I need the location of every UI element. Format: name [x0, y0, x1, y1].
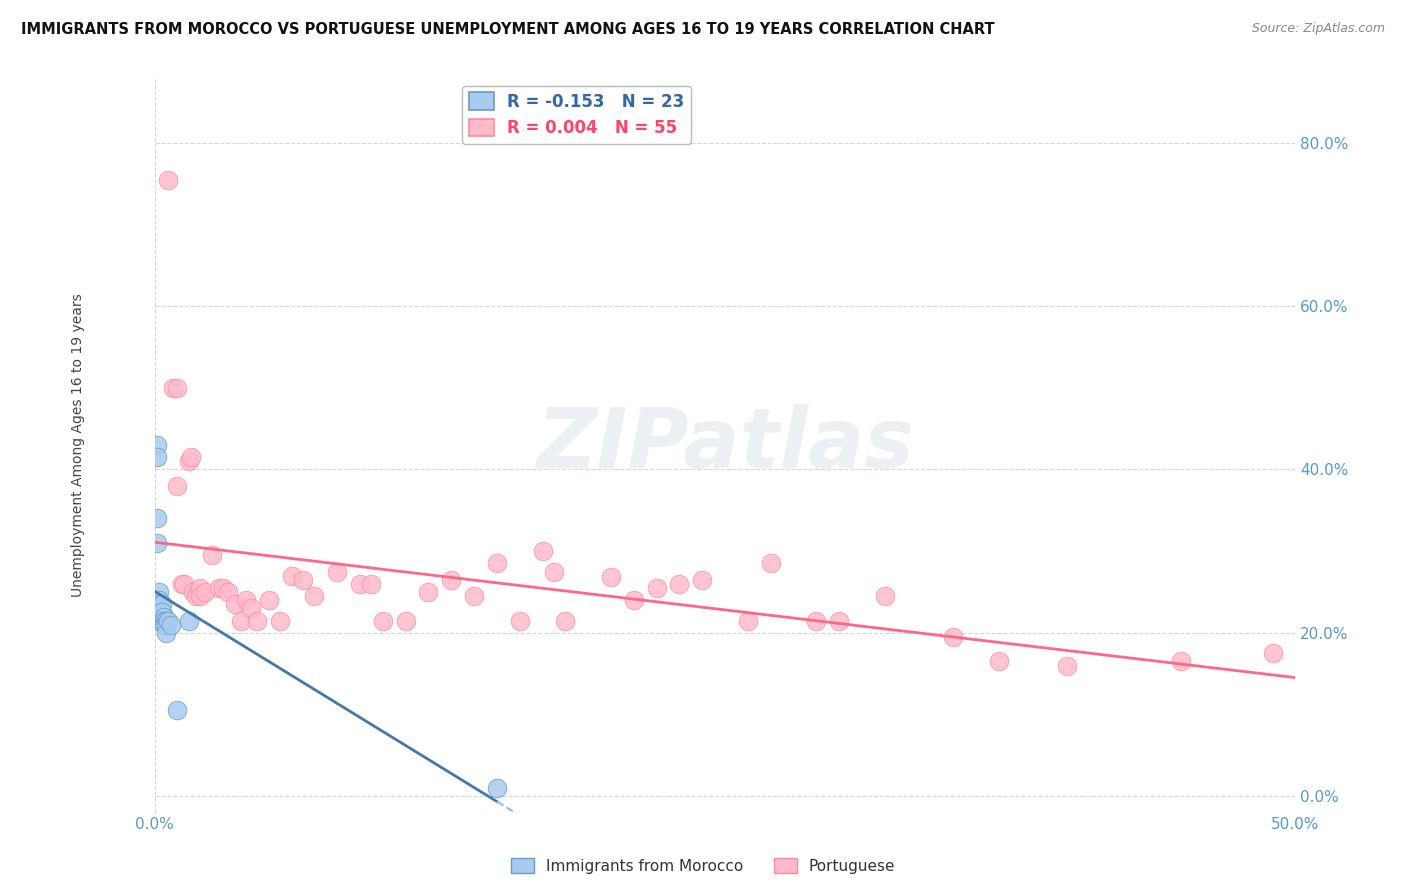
- Point: [157, 172, 180, 186]
- Point: [155, 614, 177, 628]
- Point: [148, 606, 170, 620]
- Text: ZIPatlas: ZIPatlas: [536, 404, 914, 485]
- Point: [463, 589, 485, 603]
- Point: [207, 581, 229, 595]
- Point: [371, 614, 394, 628]
- Legend: R = -0.153   N = 23, R = 0.004   N = 55: R = -0.153 N = 23, R = 0.004 N = 55: [463, 86, 692, 144]
- Point: [170, 577, 193, 591]
- Point: [395, 614, 418, 628]
- Point: [440, 573, 463, 587]
- Point: [217, 585, 239, 599]
- Point: [280, 568, 302, 582]
- Point: [645, 581, 668, 595]
- Point: [155, 625, 177, 640]
- Point: [173, 577, 195, 591]
- Point: [224, 597, 246, 611]
- Point: [942, 630, 965, 644]
- Point: [418, 585, 440, 599]
- Point: [485, 557, 508, 571]
- Legend: Immigrants from Morocco, Portuguese: Immigrants from Morocco, Portuguese: [505, 852, 901, 880]
- Point: [148, 614, 170, 628]
- Point: [257, 593, 280, 607]
- Point: [183, 585, 205, 599]
- Point: [146, 511, 169, 525]
- Point: [485, 780, 508, 795]
- Point: [155, 617, 177, 632]
- Point: [146, 536, 169, 550]
- Point: [148, 593, 170, 607]
- Point: [349, 577, 371, 591]
- Point: [153, 614, 176, 628]
- Point: [543, 565, 565, 579]
- Point: [737, 614, 759, 628]
- Text: IMMIGRANTS FROM MOROCCO VS PORTUGUESE UNEMPLOYMENT AMONG AGES 16 TO 19 YEARS COR: IMMIGRANTS FROM MOROCCO VS PORTUGUESE UN…: [21, 22, 994, 37]
- Point: [291, 573, 314, 587]
- Point: [150, 614, 173, 628]
- Point: [623, 593, 645, 607]
- Point: [828, 614, 851, 628]
- Point: [759, 557, 782, 571]
- Point: [304, 589, 326, 603]
- Point: [148, 585, 170, 599]
- Point: [326, 565, 349, 579]
- Point: [235, 593, 257, 607]
- Y-axis label: Unemployment Among Ages 16 to 19 years: Unemployment Among Ages 16 to 19 years: [72, 293, 86, 597]
- Point: [150, 606, 173, 620]
- Point: [554, 614, 576, 628]
- Point: [177, 454, 200, 468]
- Point: [188, 581, 211, 595]
- Point: [159, 617, 181, 632]
- Point: [188, 589, 211, 603]
- Point: [806, 614, 828, 628]
- Point: [509, 614, 531, 628]
- Point: [1261, 646, 1284, 660]
- Point: [157, 614, 180, 628]
- Point: [360, 577, 382, 591]
- Point: [1170, 655, 1192, 669]
- Point: [201, 548, 224, 562]
- Point: [177, 614, 200, 628]
- Point: [668, 577, 690, 591]
- Point: [600, 570, 623, 584]
- Point: [146, 438, 169, 452]
- Point: [184, 589, 207, 603]
- Point: [180, 450, 202, 465]
- Point: [148, 597, 170, 611]
- Point: [873, 589, 896, 603]
- Point: [166, 381, 188, 395]
- Point: [1056, 658, 1078, 673]
- Point: [166, 703, 188, 717]
- Point: [531, 544, 554, 558]
- Point: [150, 597, 173, 611]
- Point: [146, 450, 169, 465]
- Point: [194, 585, 217, 599]
- Point: [212, 581, 235, 595]
- Point: [231, 614, 253, 628]
- Point: [246, 614, 269, 628]
- Point: [690, 573, 713, 587]
- Point: [269, 614, 291, 628]
- Point: [239, 601, 262, 615]
- Text: Source: ZipAtlas.com: Source: ZipAtlas.com: [1251, 22, 1385, 36]
- Point: [166, 479, 188, 493]
- Point: [987, 655, 1010, 669]
- Point: [153, 609, 176, 624]
- Point: [162, 381, 184, 395]
- Point: [153, 617, 176, 632]
